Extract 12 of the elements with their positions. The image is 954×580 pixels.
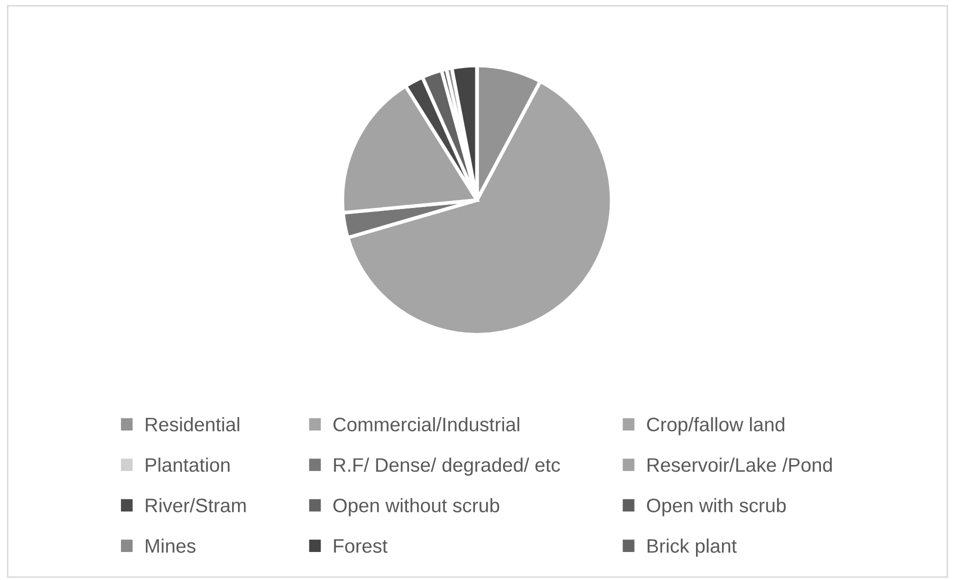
- legend-label: Residential: [146, 417, 240, 432]
- legend-label: Open without scrub: [333, 498, 500, 516]
- legend-label: Reservoir/Lake /Pond: [648, 458, 832, 472]
- legend-label: Commercial/Industrial: [333, 417, 520, 432]
- legend-label: R.F/ Dense/ degraded/ etc: [334, 458, 560, 476]
- legend-label: Crop/fallow land: [647, 417, 784, 436]
- legend-label: River/Stram: [146, 498, 246, 512]
- legend-label: Plantation: [146, 458, 230, 472]
- legend-label: Forest: [334, 539, 388, 553]
- legend-label: Open with scrub: [646, 498, 786, 516]
- legend-label: Mines: [146, 538, 196, 553]
- legend-label: Brick plant: [648, 538, 737, 557]
